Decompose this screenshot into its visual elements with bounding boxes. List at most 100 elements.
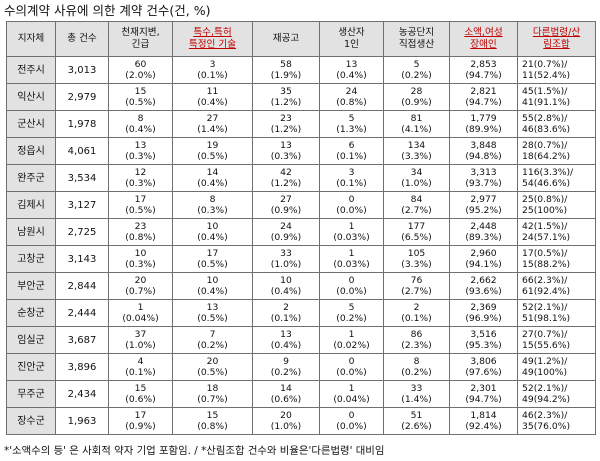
value-cell: 3 (0.1%) xyxy=(172,56,253,84)
column-header-text: 림조합 xyxy=(543,39,570,50)
value-text: 24(57.1%) xyxy=(522,232,571,243)
value-cell: 25(0.8%)/25(100%) xyxy=(517,191,596,219)
total-count-cell: 2,844 xyxy=(55,272,109,300)
value-cell: 5 (0.2%) xyxy=(383,56,450,84)
value-text: 17 xyxy=(206,248,219,259)
value-cell: 1 (0.02%) xyxy=(319,326,384,354)
value-text: 25(0.8%)/ xyxy=(522,194,568,205)
value-cell: 52(2.1%)/51(98.1%) xyxy=(517,299,596,327)
value-cell: 23 (1.2%) xyxy=(252,110,320,138)
value-cell: 17 (0.5%) xyxy=(172,245,253,273)
value-text: (94.7%) xyxy=(465,394,502,405)
value-cell: 2 (0.1%) xyxy=(383,299,450,327)
value-text: 25(100%) xyxy=(522,205,568,216)
region-cell: 무주군 xyxy=(6,380,56,408)
value-text: (0.4%) xyxy=(197,232,228,243)
value-cell: 51 (2.6%) xyxy=(383,407,450,435)
value-text: 5 xyxy=(413,59,420,70)
value-text: 0 xyxy=(348,410,355,421)
value-cell: 13 (0.5%) xyxy=(172,299,253,327)
value-cell: 134 (3.3%) xyxy=(383,137,450,165)
column-header-text: 재공고 xyxy=(272,33,300,44)
value-text: 15(88.2%) xyxy=(522,259,571,270)
table-row: 전주시 3,013 60 (2.0%) 3 (0.1%) 58 (1.9%) 13 (0.4%) 5… xyxy=(6,56,596,84)
column-header-text: 장애인 xyxy=(470,39,497,50)
value-text: (0.04%) xyxy=(333,394,370,405)
value-text: 18 xyxy=(206,383,219,394)
contract-count-table: 지자체 총 건수 천재지변, 긴급 특수,특허 특정인 기술 재공고 생산자 1인 농공단지 직접생… xyxy=(6,21,596,435)
value-text: (0.02%) xyxy=(333,340,370,351)
value-text: 15 xyxy=(206,410,219,421)
value-cell: 8 (0.3%) xyxy=(172,191,253,219)
value-text: 10 xyxy=(280,275,292,286)
value-text: (0.9%) xyxy=(125,421,156,432)
value-text: (0.1%) xyxy=(336,151,367,162)
value-text: 14 xyxy=(206,167,219,178)
value-cell: 58 (1.9%) xyxy=(252,56,320,84)
table-row: 순창군 2,444 1 (0.04%) 13 (0.5%) 2 (0.1%) 5 (0.2%) 2(… xyxy=(6,299,596,327)
value-text: (1.4%) xyxy=(401,394,432,405)
column-header: 천재지변, 긴급 xyxy=(108,21,173,57)
value-text: 81 xyxy=(410,113,423,124)
value-text: 3 xyxy=(348,167,355,178)
column-header: 다른법령/산 림조합 xyxy=(517,21,596,57)
value-cell: 66(2.3%)/61(92.4%) xyxy=(517,272,596,300)
region-cell: 진안군 xyxy=(6,353,56,381)
value-text: 23 xyxy=(280,113,292,124)
value-cell: 5 (1.3%) xyxy=(319,110,384,138)
value-cell: 84 (2.7%) xyxy=(383,191,450,219)
value-text: 46(83.6%) xyxy=(522,124,571,135)
value-text: 66(2.3%)/ xyxy=(522,275,568,286)
value-cell: 33 (1.4%) xyxy=(383,380,450,408)
total-count-cell: 1,978 xyxy=(55,110,109,138)
value-text: 45(1.5%)/ xyxy=(522,86,568,97)
value-text: 24 xyxy=(345,86,358,97)
column-header: 특수,특허 특정인 기술 xyxy=(172,21,253,57)
table-row: 김제시 3,127 17 (0.5%) 8 (0.3%) 27 (0.9%) 0 (0.0%) 84… xyxy=(6,191,596,219)
value-text: (0.4%) xyxy=(270,286,302,297)
value-cell: 27(0.7%)/15(55.6%) xyxy=(517,326,596,354)
value-text: (0.4%) xyxy=(197,97,228,108)
value-cell: 20 (1.0%) xyxy=(252,407,320,435)
value-text: 1 xyxy=(137,302,144,313)
region-cell: 장수군 xyxy=(6,407,56,435)
column-header-text: 지자체 xyxy=(17,33,45,44)
value-cell: 20 (0.5%) xyxy=(172,353,253,381)
value-text: 134 xyxy=(407,140,426,151)
value-text: 12 xyxy=(134,167,147,178)
value-text: (0.8%) xyxy=(336,97,367,108)
value-text: (0.4%) xyxy=(125,124,156,135)
column-header: 재공고 xyxy=(252,21,320,57)
total-count-cell: 4,061 xyxy=(55,137,109,165)
value-text: (0.2%) xyxy=(197,340,228,351)
header-row: 지자체 총 건수 천재지변, 긴급 특수,특허 특정인 기술 재공고 생산자 1인 농공단지 직접생… xyxy=(6,21,596,57)
value-text: (0.3%) xyxy=(125,178,156,189)
value-cell: 1 (0.04%) xyxy=(319,380,384,408)
value-text: (2.7%) xyxy=(401,286,432,297)
value-text: 15(55.6%) xyxy=(522,340,571,351)
value-cell: 5 (0.2%) xyxy=(319,299,384,327)
value-cell: 2,977 (95.2%) xyxy=(449,191,518,219)
value-cell: 60 (2.0%) xyxy=(108,56,173,84)
value-cell: 2 (0.1%) xyxy=(252,299,320,327)
value-text: 15 xyxy=(134,383,147,394)
value-text: (1.0%) xyxy=(270,421,302,432)
column-header: 소액,여성 장애인 xyxy=(449,21,518,57)
value-cell: 28 (0.9%) xyxy=(383,83,450,111)
value-text: (1.4%) xyxy=(197,124,228,135)
value-text: 14 xyxy=(280,383,292,394)
total-count-cell: 3,687 xyxy=(55,326,109,354)
value-text: 35(76.0%) xyxy=(522,421,571,432)
value-cell: 35 (1.2%) xyxy=(252,83,320,111)
value-text: (1.3%) xyxy=(336,124,367,135)
value-text: 58 xyxy=(280,59,292,70)
value-text: 42 xyxy=(280,167,292,178)
region-cell: 익산시 xyxy=(6,83,56,111)
value-cell: 1,779 (89.9%) xyxy=(449,110,518,138)
value-text: 13 xyxy=(134,140,147,151)
value-text: (0.5%) xyxy=(197,367,228,378)
value-text: 2 xyxy=(283,302,289,313)
value-text: 86 xyxy=(410,329,423,340)
table-title: 수의계약 사유에 의한 계약 건수(건, %) xyxy=(4,3,211,18)
value-text: (0.0%) xyxy=(336,286,367,297)
